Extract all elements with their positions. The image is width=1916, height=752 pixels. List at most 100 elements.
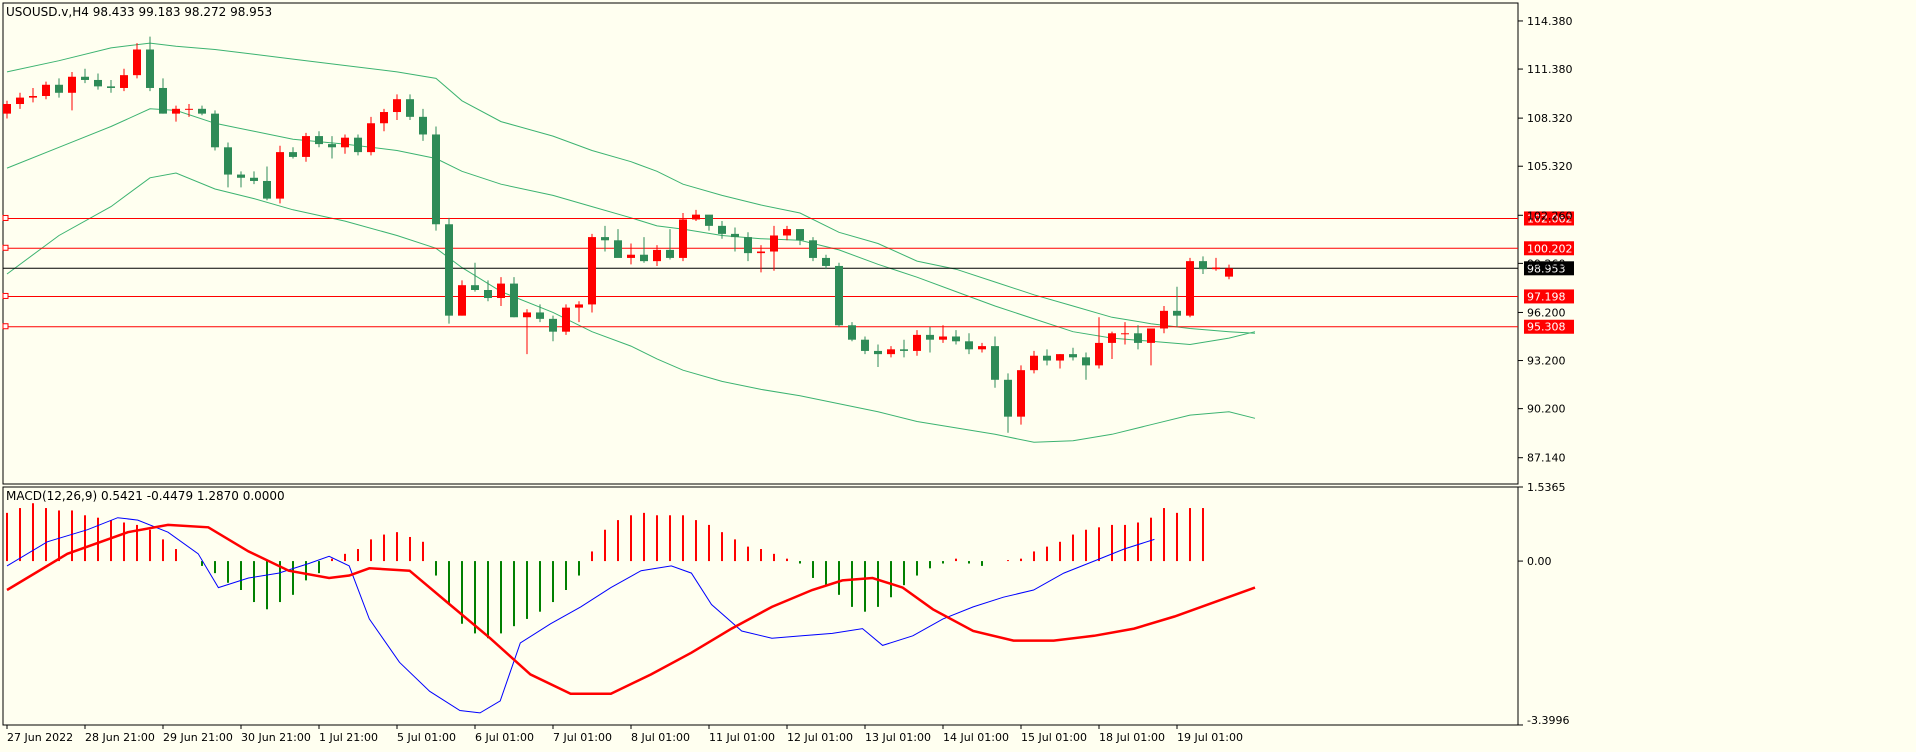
candle-body [783,229,791,236]
candle-body [627,254,635,258]
signal-line [6,523,1256,695]
price-tick-label: 99.260 [1527,257,1566,270]
symbol-info: USOUSD.v,H4 98.433 99.183 98.272 98.953 [6,5,272,19]
candle-body [705,214,713,226]
price-tick-label: 111.380 [1527,63,1573,76]
candle-body [276,152,284,199]
time-tick-label: 7 Jul 01:00 [553,731,612,744]
candle-body [497,283,505,299]
candle-body [42,84,50,96]
macd-tick-label: -3.3996 [1527,714,1569,727]
candle-body [29,95,37,98]
time-tick-label: 6 Jul 01:00 [475,731,534,744]
price-tick-label: 105.320 [1527,160,1573,173]
time-tick-label: 13 Jul 01:00 [865,731,931,744]
candle-body [549,318,557,332]
level-handle [2,214,9,221]
candle-body [1173,310,1181,316]
time-tick-label: 11 Jul 01:00 [709,731,775,744]
candle-body [835,265,843,326]
candle-body [94,79,102,87]
time-tick-label: 18 Jul 01:00 [1099,731,1165,744]
bollinger-upper [6,108,1256,346]
candle-body [237,174,245,178]
level-handle [2,323,9,330]
candle-body [120,75,128,88]
candle-body [211,113,219,148]
candle-body [250,177,258,181]
time-tick-label: 14 Jul 01:00 [943,731,1009,744]
level-label: 100.202 [1527,242,1573,255]
candlesticks [3,36,1233,433]
candle-body [692,214,700,220]
candle-body [1147,328,1155,343]
candle-body [1043,355,1051,361]
candle-body [1212,267,1220,270]
price-tick-label: 90.200 [1527,403,1566,416]
candle-body [328,144,336,148]
candle-body [887,349,895,355]
price-tick-label: 102.260 [1527,209,1573,222]
candle-body [263,180,271,199]
candle-body [185,108,193,110]
candle-body [536,312,544,319]
macd-tick-label: 1.5365 [1527,481,1566,494]
candle-body [16,97,24,105]
candle-body [1134,333,1142,343]
candle-body [913,334,921,351]
price-tick-label: 93.200 [1527,355,1566,368]
candle-body [380,112,388,124]
candle-body [458,285,466,316]
candle-body [289,152,297,157]
level-label-bg [1524,319,1574,334]
candle-body [939,336,947,340]
level-label: 95.308 [1527,321,1566,334]
chart-frames [2,2,1519,726]
candle-body [445,224,453,316]
price-tick-label: 114.380 [1527,15,1573,28]
time-tick-label: 1 Jul 21:00 [319,731,378,744]
candle-body [172,108,180,114]
candle-body [1225,268,1233,277]
candle-body [653,249,661,262]
candle-body [1199,261,1207,270]
candle-body [510,283,518,318]
candle-body [432,134,440,225]
candle-body [471,285,479,290]
candle-body [1004,379,1012,417]
macd-info: MACD(12,26,9) 0.5421 -0.4479 1.2870 0.00… [6,489,285,503]
candle-body [406,99,414,117]
candle-body [1160,310,1168,329]
price-tick-label: 96.200 [1527,306,1566,319]
candle-body [796,229,804,241]
candle-body [666,249,674,258]
macd-tick-label: 0.00 [1527,555,1552,568]
candle-body [354,137,362,153]
candle-body [900,349,908,351]
candle-body [1186,261,1194,316]
candle-body [419,116,427,135]
candle-body [68,76,76,93]
candle-body [81,76,89,80]
current-price-label: 98.953 [1527,262,1566,275]
level-label: 97.198 [1527,290,1566,303]
bollinger-lower [6,172,1256,443]
time-tick-label: 8 Jul 01:00 [631,731,690,744]
candle-body [978,346,986,350]
candle-body [822,257,830,266]
candle-body [159,87,167,114]
candle-body [302,136,310,157]
candle-body [315,136,323,145]
candle-body [55,84,63,93]
candle-body [991,346,999,380]
candle-body [640,254,648,262]
level-handle [2,244,9,251]
candle-body [198,108,206,114]
macd-line [6,517,1155,714]
time-tick-label: 27 Jun 2022 [7,731,73,744]
candle-body [757,251,765,254]
candle-body [848,325,856,340]
level-label: 102.062 [1527,212,1573,225]
